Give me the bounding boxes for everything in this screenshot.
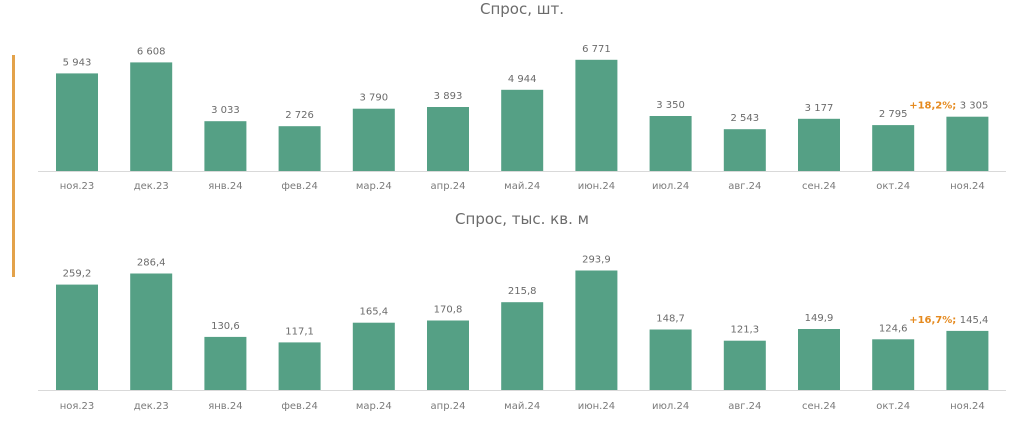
x-tick-label: дек.23 [134,401,169,412]
x-tick-label: сен.24 [802,181,836,192]
x-tick-label: мар.24 [356,401,392,412]
x-tick-label: апр.24 [431,401,466,412]
value-label: 149,9 [805,313,834,324]
bar [278,126,321,171]
x-tick-label: ноя.23 [60,181,95,192]
bar [946,116,989,171]
chart-area-ticks: ноя.23 дек.23 янв.24 фев.24 мар.24 апр.24 май.… [60,401,985,412]
x-tick-label: янв.24 [208,401,242,412]
x-tick-label: июн.24 [578,181,615,192]
value-label: 117,1 [285,326,314,337]
x-tick-label: авг.24 [728,181,761,192]
bar [352,108,395,171]
chart-units-bars: 5 943 6 608 3 033 2 726 3 790 3 893 4 944 6 771… [56,44,989,171]
bar [798,329,840,390]
bar [130,273,173,390]
x-tick-label: ноя.23 [60,401,95,412]
bar [723,129,766,171]
x-tick-label: фев.24 [281,401,318,412]
bar [352,322,395,390]
bar [649,329,692,390]
bar [575,270,618,390]
value-label: 130,6 [211,321,240,332]
bar [501,89,544,171]
value-label: 6 608 [137,46,166,57]
x-tick-label: сен.24 [802,401,836,412]
value-label: 170,8 [434,305,463,316]
value-label: 3 350 [656,100,685,111]
x-tick-label: окт.24 [876,401,910,412]
value-label: 121,3 [730,325,759,336]
bar [204,336,247,390]
bar [278,342,321,390]
bar [130,62,173,171]
value-label: 124,6 [879,323,908,334]
bar [649,116,692,171]
value-label: 286,4 [137,258,166,269]
value-label: +18,2%; 3 305 [909,101,988,112]
value-label: 3 790 [359,93,388,104]
x-tick-label: дек.23 [134,181,169,192]
x-tick-label: июл.24 [652,401,689,412]
bar [204,121,247,171]
chart-area-bars: 259,2 286,4 130,6 117,1 165,4 170,8 215,8 293,9… [56,254,989,390]
x-tick-label: июн.24 [578,401,615,412]
value-label: 2 726 [285,110,314,121]
growth-annotation: +16,7%; [909,315,960,326]
value-label: 3 893 [434,91,463,102]
x-tick-label: май.24 [504,401,540,412]
value-label-text: 145,4 [960,315,989,326]
value-label: 5 943 [63,57,92,68]
bar [427,107,469,171]
x-tick-label: янв.24 [208,181,242,192]
value-label: 3 033 [211,105,240,116]
value-label-text: 3 305 [960,101,989,112]
value-label: 3 177 [805,103,834,114]
bar [946,330,989,390]
x-tick-label: апр.24 [431,181,466,192]
bar [872,339,915,390]
value-label: 215,8 [508,286,537,297]
bar [427,320,469,390]
bar [798,118,840,171]
chart-title-units: Спрос, шт. [480,0,564,18]
x-tick-label: фев.24 [281,181,318,192]
accent-side-bar [12,55,15,277]
value-label: 6 771 [582,44,611,55]
value-label: +16,7%; 145,4 [909,315,988,326]
value-label: 148,7 [656,314,685,325]
chart-units-ticks: ноя.23 дек.23 янв.24 фев.24 мар.24 апр.24 май.… [60,181,985,192]
bar [56,284,98,390]
value-label: 259,2 [63,269,92,280]
x-tick-label: ноя.24 [950,181,985,192]
bar [501,302,544,390]
x-tick-label: окт.24 [876,181,910,192]
growth-annotation: +18,2%; [909,101,960,112]
value-label: 4 944 [508,74,537,85]
value-label: 165,4 [359,307,388,318]
x-tick-label: ноя.24 [950,401,985,412]
value-label: 293,9 [582,254,611,265]
bar [872,125,915,171]
x-tick-label: мар.24 [356,181,392,192]
bar [575,59,618,171]
x-tick-label: май.24 [504,181,540,192]
x-tick-label: авг.24 [728,401,761,412]
chart-title-area: Спрос, тыс. кв. м [455,210,589,228]
value-label: 2 795 [879,109,908,120]
value-label: 2 543 [730,113,759,124]
bar [723,340,766,390]
bar [56,73,98,171]
x-tick-label: июл.24 [652,181,689,192]
